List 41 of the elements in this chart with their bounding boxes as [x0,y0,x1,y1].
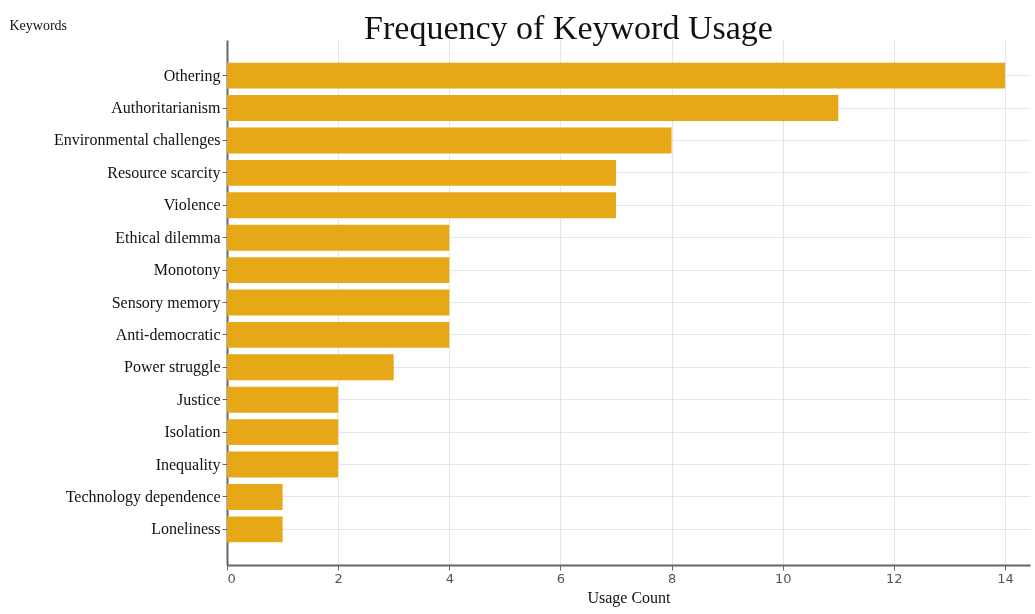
bar [227,419,339,446]
y-axis-title: Keywords [9,17,68,33]
bar [227,516,283,543]
y-tick-label: Technology dependence [65,487,221,506]
bar [227,257,450,284]
y-tick-label: Ethical dilemma [115,228,221,246]
x-tick-label: 12 [886,570,903,586]
y-tick-label: Othering [163,66,221,85]
y-tick-label: Sensory memory [111,293,221,312]
bar [227,289,450,316]
bar [227,451,339,478]
y-tick-label: Justice [176,390,221,408]
x-axis-title: Usage Count [587,588,672,607]
bar [227,354,394,381]
y-tick-label: Power struggle [124,358,221,377]
y-tick-label: Authoritarianism [111,99,222,117]
bar [227,321,450,348]
bar [227,159,616,186]
y-tick-label: Violence [163,196,221,214]
x-tick-label: 8 [667,570,677,586]
bar [227,192,616,219]
y-tick-label: Monotony [153,261,221,280]
bar [227,224,450,251]
bar [227,62,1005,89]
y-tick-label: Anti-democratic [115,325,221,343]
y-tick-label: Inequality [155,455,221,474]
x-tick-label: 14 [997,570,1014,586]
x-tick-label: 4 [445,570,454,586]
bar [227,483,283,510]
y-tick-label: Isolation [164,423,221,441]
bar [227,386,339,413]
chart-title: Frequency of Keyword Usage [364,9,773,46]
x-tick-label: 10 [774,570,792,586]
y-tick-label: Loneliness [151,520,221,538]
bar [227,95,839,122]
bar [227,127,672,154]
y-tick-label: Environmental challenges [53,131,221,150]
x-tick-label: 2 [334,570,343,586]
x-tick-label: 6 [556,570,566,586]
x-tick-label: 0 [227,570,236,586]
y-tick-label: Resource scarcity [107,163,221,182]
